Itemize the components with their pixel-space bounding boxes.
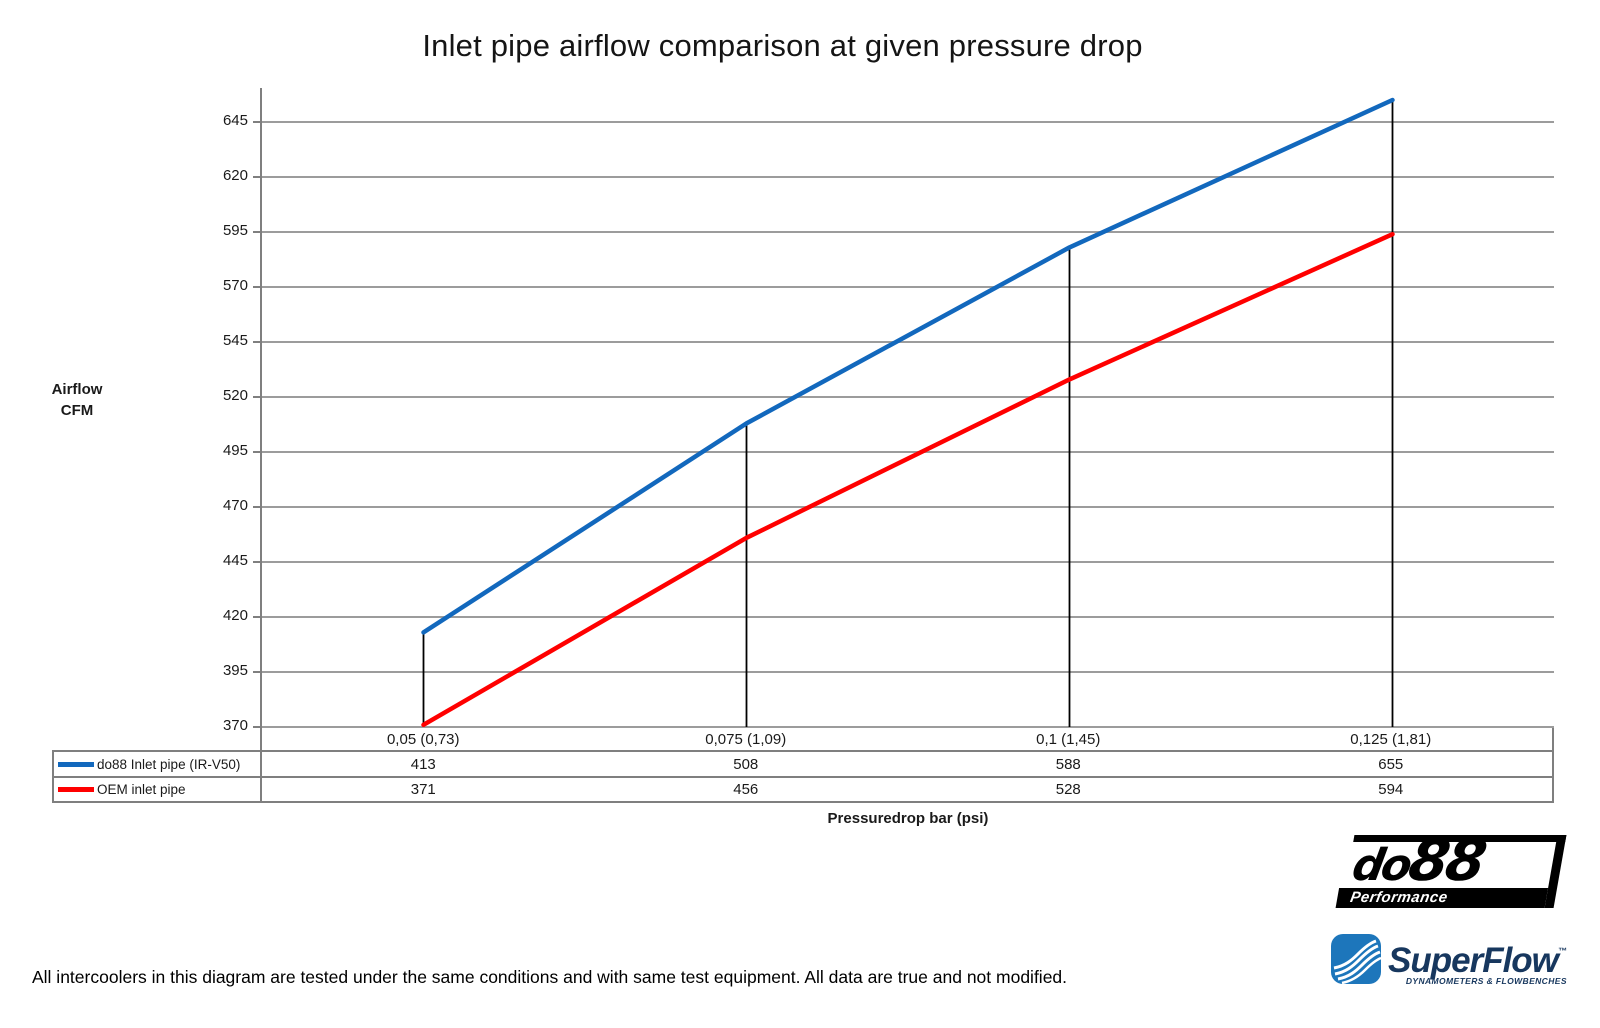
do88-logo: do88 Performance	[1335, 828, 1567, 908]
gridline	[262, 121, 1554, 123]
data-table: 0,05 (0,73) 0,075 (1,09) 0,1 (1,45) 0,12…	[262, 728, 1554, 803]
y-tick-label: 645	[222, 112, 248, 129]
oem-value: 594	[1378, 781, 1404, 798]
oem-value: 456	[733, 781, 759, 798]
gridline	[262, 451, 1554, 453]
legend-label: OEM inlet pipe	[97, 782, 186, 797]
y-axis-title: Airflow CFM	[22, 379, 132, 421]
x-category-label: 0,125 (1,81)	[1350, 730, 1432, 748]
y-tick-label: 545	[222, 332, 248, 349]
legend-item-do88: do88 Inlet pipe (IR-V50)	[54, 752, 260, 778]
y-tick-label: 520	[222, 387, 248, 404]
oem-value: 528	[1055, 781, 1081, 798]
do88-value: 588	[1055, 755, 1081, 773]
superflow-wordmark: SuperFlow™	[1388, 941, 1567, 980]
x-category-label: 0,075 (1,09)	[705, 730, 787, 748]
do88-value: 508	[733, 755, 759, 773]
y-tick-label: 395	[222, 662, 248, 679]
gridline	[262, 286, 1554, 288]
legend-label: do88 Inlet pipe (IR-V50)	[97, 756, 241, 772]
chart-title: Inlet pipe airflow comparison at given p…	[422, 28, 1143, 63]
y-tick-label: 570	[222, 277, 248, 294]
superflow-logo: SuperFlow™ DYNAMOMETERS & FLOWBENCHES	[1330, 933, 1567, 986]
y-tick-mark	[253, 616, 262, 618]
do88-line-swatch	[58, 761, 94, 767]
y-tick-label: 595	[222, 222, 248, 239]
y-tick-mark	[253, 341, 262, 343]
footnote: All intercoolers in this diagram are tes…	[32, 967, 1068, 987]
gridline	[262, 231, 1554, 233]
x-category-label: 0,1 (1,45)	[1036, 730, 1101, 748]
y-tick-label: 620	[222, 167, 248, 184]
gridline	[262, 341, 1554, 343]
y-axis-line	[260, 88, 262, 803]
y-tick-label: 370	[222, 717, 248, 734]
x-category-label: 0,05 (0,73)	[386, 730, 460, 748]
legend-item-oem: OEM inlet pipe	[54, 778, 260, 801]
do88-logo-tagline: Performance	[1335, 888, 1549, 908]
oem-value: 371	[410, 781, 436, 798]
y-tick-label: 445	[222, 552, 248, 569]
y-tick-mark	[253, 396, 262, 398]
oem-values-row: 371 456 528 594	[262, 778, 1552, 803]
gridline	[262, 176, 1554, 178]
oem-line-swatch	[58, 787, 94, 792]
y-tick-label: 420	[222, 607, 248, 624]
gridline	[262, 396, 1554, 398]
do88-value: 413	[410, 755, 436, 773]
y-tick-mark	[253, 506, 262, 508]
gridline	[262, 561, 1554, 563]
y-tick-mark	[253, 286, 262, 288]
y-tick-mark	[253, 176, 262, 178]
y-axis-title-line2: CFM	[60, 402, 94, 419]
gridline	[262, 616, 1554, 618]
y-tick-mark	[253, 671, 262, 673]
y-tick-mark	[253, 121, 262, 123]
gridline	[262, 506, 1554, 508]
y-tick-mark	[253, 561, 262, 563]
y-tick-mark	[253, 726, 262, 728]
superflow-swoosh-icon	[1331, 934, 1382, 985]
do88-value: 655	[1378, 755, 1404, 773]
x-category-row: 0,05 (0,73) 0,075 (1,09) 0,1 (1,45) 0,12…	[262, 728, 1552, 752]
trademark-symbol: ™	[1557, 946, 1567, 956]
do88-values-row: 413 508 588 655	[262, 752, 1552, 778]
y-tick-mark	[253, 231, 262, 233]
y-axis-title-line1: Airflow	[51, 381, 103, 398]
gridline	[262, 671, 1554, 673]
y-tick-label: 495	[222, 442, 248, 459]
superflow-tagline: DYNAMOMETERS & FLOWBENCHES	[1405, 976, 1567, 986]
x-axis-title: Pressuredrop bar (psi)	[827, 810, 989, 827]
legend: do88 Inlet pipe (IR-V50) OEM inlet pipe	[52, 750, 262, 803]
y-tick-mark	[253, 451, 262, 453]
superflow-text: SuperFlow™ DYNAMOMETERS & FLOWBENCHES	[1388, 933, 1567, 987]
y-tick-label: 470	[222, 497, 248, 514]
